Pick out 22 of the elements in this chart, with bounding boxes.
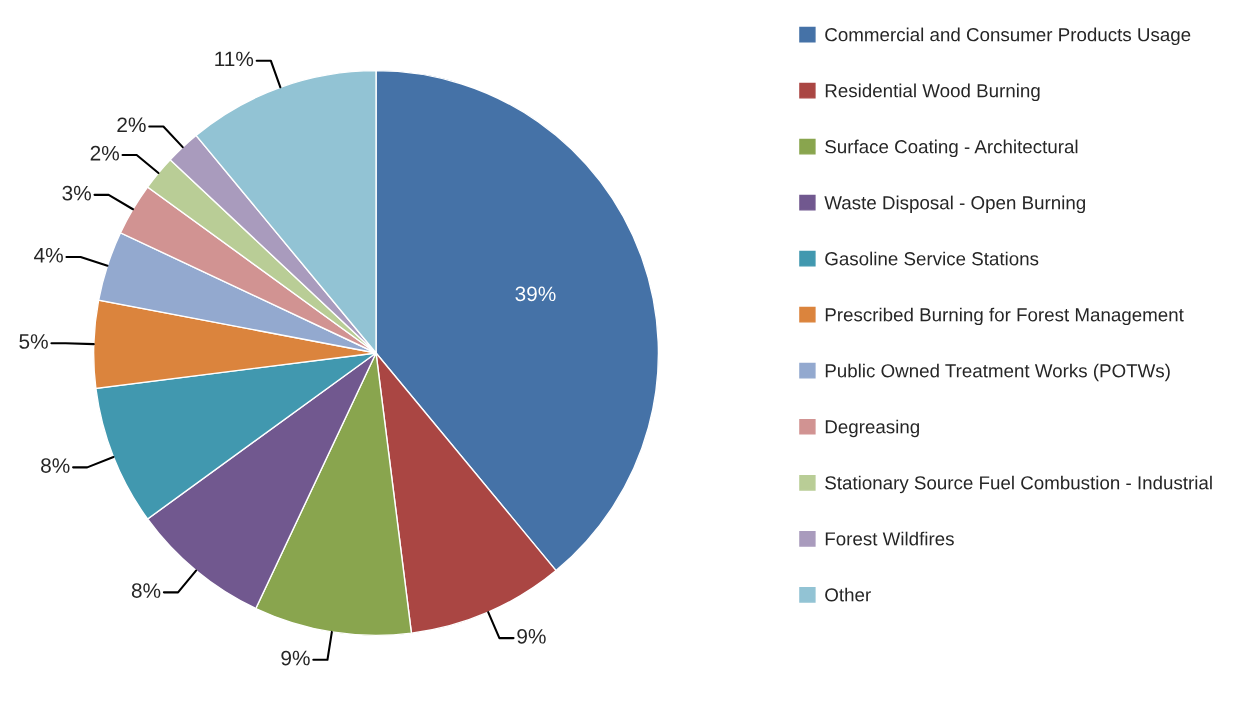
- legend-label: Other: [825, 587, 871, 602]
- data-label: 8%: [131, 583, 161, 598]
- legend-label: Public Owned Treatment Works (POTWs): [825, 363, 1170, 382]
- legend-label: Stationary Source Fuel Combustion - Industrial: [825, 475, 1212, 494]
- legend-label: Surface Coating - Architectural: [825, 139, 1078, 158]
- data-label: 3%: [62, 185, 91, 201]
- data-label: 9%: [517, 628, 546, 644]
- data-label: 8%: [41, 458, 70, 473]
- legend-label: Gasoline Service Stations: [825, 251, 1039, 266]
- data-label: 5%: [19, 334, 48, 349]
- legend-label: Residential Wood Burning: [825, 83, 1040, 102]
- data-label: 2%: [90, 145, 119, 161]
- data-label: 2%: [117, 117, 146, 133]
- data-label: 4%: [34, 247, 63, 263]
- data-label: 9%: [281, 650, 310, 666]
- legend-label: Prescribed Burning for Forest Management: [825, 307, 1184, 326]
- legend-label: Waste Disposal - Open Burning: [824, 195, 1086, 214]
- data-label: 11%: [215, 51, 254, 67]
- legend-label: Forest Wildfires: [825, 531, 954, 546]
- data-label: 39%: [515, 286, 556, 302]
- legend-label: Commercial and Consumer Products Usage: [825, 27, 1191, 46]
- legend-label: Degreasing: [825, 419, 919, 438]
